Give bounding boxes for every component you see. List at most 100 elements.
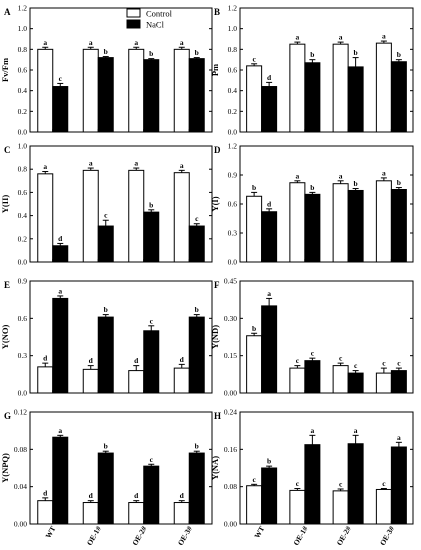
bar-control-WT: [246, 65, 263, 133]
significance-letter: b: [149, 49, 153, 58]
bar-nacl-OE-3#: [188, 225, 205, 263]
bar-control-WT: [246, 485, 263, 525]
significance-letter: d: [89, 491, 94, 500]
significance-letter: a: [382, 32, 386, 41]
bar-nacl-OE-3#: [390, 446, 407, 525]
bar-control-OE-3#: [173, 48, 190, 133]
plot-frame: [239, 280, 414, 394]
bar-control-OE-2#: [332, 365, 349, 394]
y-axis-label: Fv/Fm: [0, 58, 10, 82]
bar-control-OE-2#: [332, 183, 349, 263]
significance-letter: a: [397, 433, 401, 442]
y-tick-label: 0.08: [224, 482, 237, 491]
legend-swatch-nacl: [126, 19, 141, 29]
bar-control-OE-2#: [128, 502, 145, 525]
bar-control-OE-1#: [289, 182, 306, 263]
significance-letter: d: [134, 356, 139, 365]
significance-letter: c: [354, 361, 358, 370]
bar-nacl-WT: [261, 211, 278, 263]
bar-nacl-WT: [52, 86, 69, 133]
bar-control-OE-2#: [128, 169, 145, 263]
significance-letter: a: [296, 171, 300, 180]
y-tick-label: 1.2: [228, 4, 238, 13]
plot-frame: [239, 411, 414, 525]
significance-letter: d: [267, 73, 272, 82]
bar-control-OE-3#: [375, 488, 392, 525]
y-tick-label: 0.0: [228, 128, 238, 137]
panel-letter: H: [214, 411, 221, 421]
significance-letter: b: [397, 50, 401, 59]
significance-letter: a: [382, 168, 386, 177]
bar-control-WT: [246, 335, 263, 394]
significance-letter: b: [252, 324, 256, 333]
panel-letter: F: [214, 280, 220, 290]
y-tick-label: 1.0: [18, 142, 28, 151]
bar-nacl-WT: [261, 467, 278, 525]
bar-nacl-OE-3#: [390, 189, 407, 263]
significance-letter: d: [134, 491, 139, 500]
y-tick-label: 1.2: [228, 142, 238, 151]
significance-letter: c: [339, 480, 343, 489]
significance-letter: b: [149, 200, 153, 209]
significance-letter: a: [296, 33, 300, 42]
significance-letter: a: [339, 33, 343, 42]
significance-letter: b: [195, 48, 199, 57]
legend-label: NaCl: [146, 20, 165, 30]
significance-letter: c: [397, 359, 401, 368]
significance-letter: b: [397, 178, 401, 187]
panel-letter: G: [4, 411, 11, 421]
y-tick-label: 0.3: [228, 229, 238, 238]
significance-letter: a: [134, 159, 138, 168]
category-label: OE-1#: [291, 524, 309, 547]
bar-control-OE-3#: [375, 42, 392, 133]
significance-letter: d: [58, 234, 63, 243]
bar-control-OE-1#: [82, 48, 99, 133]
panel-h: 0.00 0.08 0.16 0.24 Y(NA) Hc b WT c a OE-1# c a OE-2#…: [210, 408, 414, 547]
y-tick-label: 0.3: [18, 351, 28, 360]
significance-letter: b: [252, 183, 256, 192]
y-tick-label: 0.30: [224, 314, 237, 323]
significance-letter: a: [267, 289, 271, 298]
significance-letter: a: [43, 38, 47, 47]
y-tick-label: 0.00: [14, 520, 27, 529]
bar-nacl-OE-1#: [97, 225, 114, 263]
significance-letter: a: [89, 38, 93, 47]
bar-nacl-OE-2#: [347, 372, 364, 394]
significance-letter: b: [104, 305, 108, 314]
y-tick-label: 0.9: [228, 171, 238, 180]
y-tick-label: 0.00: [224, 389, 237, 398]
y-axis-label: Y(NA): [210, 456, 220, 480]
y-tick-label: 0.2: [228, 107, 238, 116]
y-axis-label: Y(I): [210, 196, 220, 211]
bar-control-WT: [37, 366, 54, 394]
significance-letter: a: [89, 159, 93, 168]
category-label: OE-2#: [130, 524, 148, 547]
y-tick-label: 0.0: [18, 389, 28, 398]
y-tick-label: 0.4: [18, 86, 28, 95]
category-label: OE-3#: [378, 524, 396, 547]
y-tick-label: 0.8: [18, 165, 28, 174]
significance-letter: b: [354, 48, 358, 57]
y-tick-label: 0.8: [18, 45, 28, 54]
significance-letter: a: [58, 286, 62, 295]
significance-letter: b: [310, 183, 314, 192]
bar-nacl-OE-2#: [143, 465, 160, 525]
bar-nacl-WT: [52, 297, 69, 394]
y-tick-label: 0.0: [228, 258, 238, 267]
bar-nacl-OE-3#: [188, 316, 205, 394]
panel-g: 0.00 0.04 0.08 0.12 Y(NPQ) Gd a WT d b OE-1# d c OE-2…: [0, 408, 213, 547]
bar-nacl-OE-1#: [304, 62, 321, 133]
significance-letter: b: [310, 50, 314, 59]
bar-nacl-OE-1#: [304, 193, 321, 263]
y-tick-label: 0.00: [224, 520, 237, 529]
bar-nacl-WT: [52, 245, 69, 263]
significance-letter: c: [382, 359, 386, 368]
y-tick-label: 0.6: [228, 200, 238, 209]
y-tick-label: 0.2: [18, 234, 28, 243]
y-axis-label: Y(NO): [0, 325, 10, 350]
bar-nacl-OE-2#: [143, 330, 160, 394]
y-tick-label: 0.6: [228, 66, 238, 75]
y-tick-label: 0.6: [18, 188, 28, 197]
y-axis-label: Pm: [210, 64, 220, 76]
bar-control-OE-1#: [289, 367, 306, 394]
